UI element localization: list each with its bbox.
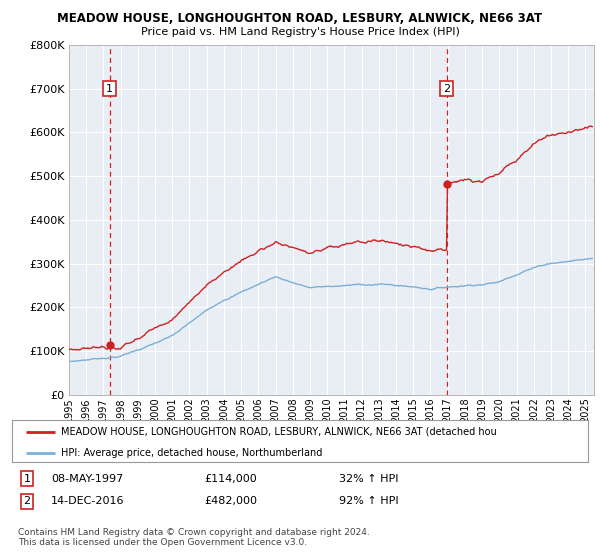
Text: £114,000: £114,000	[204, 474, 257, 484]
Text: 1: 1	[106, 83, 113, 94]
Text: 92% ↑ HPI: 92% ↑ HPI	[339, 496, 398, 506]
Text: Contains HM Land Registry data © Crown copyright and database right 2024.
This d: Contains HM Land Registry data © Crown c…	[18, 528, 370, 547]
Text: 08-MAY-1997: 08-MAY-1997	[51, 474, 123, 484]
Text: HPI: Average price, detached house, Northumberland: HPI: Average price, detached house, Nort…	[61, 448, 322, 458]
Text: 14-DEC-2016: 14-DEC-2016	[51, 496, 125, 506]
Text: 32% ↑ HPI: 32% ↑ HPI	[339, 474, 398, 484]
Text: 2: 2	[23, 496, 31, 506]
Text: 1: 1	[23, 474, 31, 484]
Text: MEADOW HOUSE, LONGHOUGHTON ROAD, LESBURY, ALNWICK, NE66 3AT: MEADOW HOUSE, LONGHOUGHTON ROAD, LESBURY…	[58, 12, 542, 25]
Text: MEADOW HOUSE, LONGHOUGHTON ROAD, LESBURY, ALNWICK, NE66 3AT (detached hou: MEADOW HOUSE, LONGHOUGHTON ROAD, LESBURY…	[61, 427, 497, 437]
Text: £482,000: £482,000	[204, 496, 257, 506]
Text: Price paid vs. HM Land Registry's House Price Index (HPI): Price paid vs. HM Land Registry's House …	[140, 27, 460, 37]
Text: 2: 2	[443, 83, 451, 94]
